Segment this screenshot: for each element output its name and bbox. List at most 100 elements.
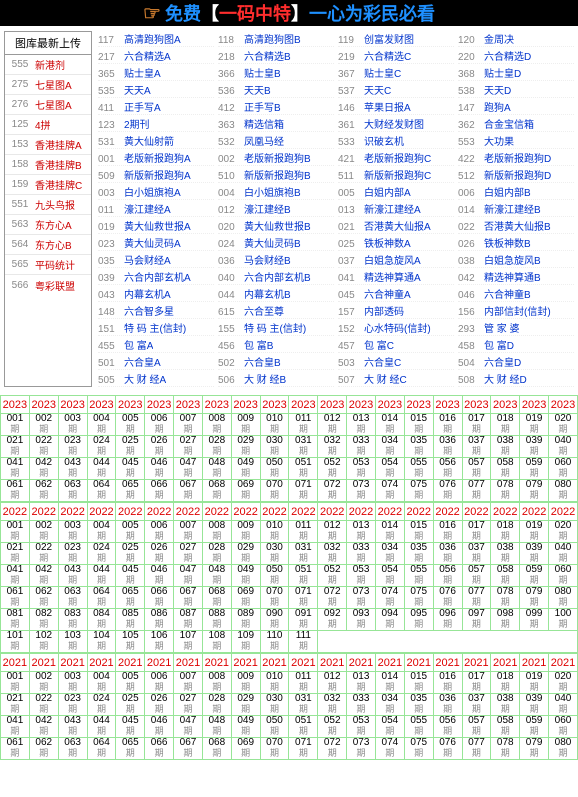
period-cell[interactable]: 039期 [520, 436, 549, 458]
period-cell[interactable]: 038期 [491, 543, 520, 565]
list-item[interactable]: 001老版新报跑狗A [98, 150, 214, 166]
period-cell[interactable]: 072期 [318, 738, 347, 760]
list-item[interactable]: 025铁板神数A [338, 235, 454, 251]
period-cell[interactable]: 013期 [347, 414, 376, 436]
period-cell[interactable]: 111期 [289, 631, 318, 653]
list-item[interactable]: 118高清跑狗图B [218, 31, 334, 47]
list-item[interactable]: 146苹果日报A [338, 99, 454, 115]
period-cell[interactable]: 034期 [375, 694, 404, 716]
period-cell[interactable]: 028期 [202, 694, 231, 716]
period-cell[interactable]: 017期 [462, 414, 491, 436]
period-cell[interactable]: 019期 [520, 414, 549, 436]
period-cell[interactable]: 063期 [58, 587, 87, 609]
period-cell[interactable]: 029期 [231, 694, 260, 716]
list-item[interactable]: 508大 财 经D [458, 371, 574, 387]
period-cell[interactable]: 057期 [462, 565, 491, 587]
period-cell[interactable]: 086期 [145, 609, 174, 631]
period-cell[interactable]: 069期 [231, 587, 260, 609]
period-cell[interactable]: 061期 [1, 738, 30, 760]
period-cell[interactable]: 023期 [58, 436, 87, 458]
list-item[interactable]: 455包 富A [98, 337, 214, 353]
period-cell[interactable]: 033期 [347, 436, 376, 458]
period-cell[interactable]: 018期 [491, 414, 520, 436]
period-cell[interactable]: 071期 [289, 738, 318, 760]
period-cell[interactable]: 018期 [491, 672, 520, 694]
period-cell[interactable]: 089期 [231, 609, 260, 631]
period-cell[interactable]: 003期 [58, 414, 87, 436]
period-cell[interactable]: 042期 [29, 716, 58, 738]
period-cell[interactable]: 075期 [404, 587, 433, 609]
list-item[interactable]: 536天天B [218, 82, 334, 98]
period-cell[interactable]: 041期 [1, 565, 30, 587]
list-item[interactable]: 036马会财经B [218, 252, 334, 268]
period-cell[interactable]: 083期 [58, 609, 87, 631]
period-cell[interactable]: 002期 [29, 521, 58, 543]
period-cell[interactable]: 073期 [347, 587, 376, 609]
list-item[interactable]: 013新濠江建经A [338, 201, 454, 217]
period-cell[interactable]: 080期 [549, 587, 578, 609]
period-cell[interactable]: 066期 [145, 587, 174, 609]
period-cell[interactable]: 108期 [202, 631, 231, 653]
period-cell[interactable]: 087期 [174, 609, 203, 631]
period-cell[interactable]: 025期 [116, 543, 145, 565]
period-cell[interactable]: 022期 [29, 694, 58, 716]
list-item[interactable]: 003白小姐旗袍A [98, 184, 214, 200]
period-cell[interactable]: 002期 [29, 414, 58, 436]
list-item[interactable]: 367贴士皇C [338, 65, 454, 81]
period-cell[interactable]: 095期 [404, 609, 433, 631]
period-cell[interactable]: 003期 [58, 672, 87, 694]
period-cell[interactable]: 014期 [375, 672, 404, 694]
period-cell[interactable]: 035期 [404, 694, 433, 716]
period-cell[interactable]: 091期 [289, 609, 318, 631]
period-cell[interactable]: 062期 [29, 738, 58, 760]
list-item[interactable]: 532凤凰马经 [218, 133, 334, 149]
period-cell[interactable]: 027期 [174, 436, 203, 458]
period-cell[interactable]: 059期 [520, 565, 549, 587]
period-cell[interactable]: 105期 [116, 631, 145, 653]
period-cell[interactable]: 019期 [520, 672, 549, 694]
period-cell[interactable]: 076期 [433, 480, 462, 502]
sidebar-item[interactable]: 158香港挂牌B [5, 155, 91, 175]
list-item[interactable]: 293管 家 婆 [458, 320, 574, 336]
list-item[interactable]: 509新版新报跑狗A [98, 167, 214, 183]
list-item[interactable]: 503六合皇C [338, 354, 454, 370]
period-cell[interactable]: 048期 [202, 716, 231, 738]
period-cell[interactable]: 061期 [1, 587, 30, 609]
list-item[interactable]: 117高清跑狗图A [98, 31, 214, 47]
period-cell[interactable]: 075期 [404, 738, 433, 760]
period-cell[interactable]: 037期 [462, 436, 491, 458]
period-cell[interactable]: 052期 [318, 458, 347, 480]
period-cell[interactable]: 040期 [549, 694, 578, 716]
list-item[interactable]: 505大 财 经A [98, 371, 214, 387]
list-item[interactable]: 024黄大仙灵码B [218, 235, 334, 251]
list-item[interactable]: 120金周决 [458, 31, 574, 47]
period-cell[interactable]: 025期 [116, 436, 145, 458]
period-cell[interactable]: 073期 [347, 480, 376, 502]
period-cell[interactable]: 030期 [260, 694, 289, 716]
period-cell[interactable]: 010期 [260, 672, 289, 694]
period-cell[interactable]: 106期 [145, 631, 174, 653]
list-item[interactable]: 022否港黄大仙报B [458, 218, 574, 234]
period-cell[interactable]: 065期 [116, 587, 145, 609]
period-cell[interactable]: 007期 [174, 521, 203, 543]
period-cell[interactable]: 045期 [116, 565, 145, 587]
period-cell[interactable]: 060期 [549, 565, 578, 587]
period-cell[interactable]: 059期 [520, 458, 549, 480]
list-item[interactable]: 422老版新报跑狗D [458, 150, 574, 166]
period-cell[interactable]: 070期 [260, 480, 289, 502]
period-cell[interactable]: 028期 [202, 436, 231, 458]
period-cell[interactable]: 032期 [318, 694, 347, 716]
period-cell[interactable]: 040期 [549, 436, 578, 458]
period-cell[interactable]: 051期 [289, 458, 318, 480]
list-item[interactable]: 368贴士皇D [458, 65, 574, 81]
period-cell[interactable]: 015期 [404, 521, 433, 543]
period-cell[interactable]: 065期 [116, 738, 145, 760]
period-cell[interactable]: 014期 [375, 414, 404, 436]
period-cell[interactable]: 071期 [289, 480, 318, 502]
period-cell[interactable]: 104期 [87, 631, 116, 653]
list-item[interactable]: 011濠江建经A [98, 201, 214, 217]
sidebar-item[interactable]: 551九头鸟报 [5, 195, 91, 215]
list-item[interactable]: 217六合精选A [98, 48, 214, 64]
period-cell[interactable]: 017期 [462, 672, 491, 694]
period-cell[interactable]: 024期 [87, 694, 116, 716]
